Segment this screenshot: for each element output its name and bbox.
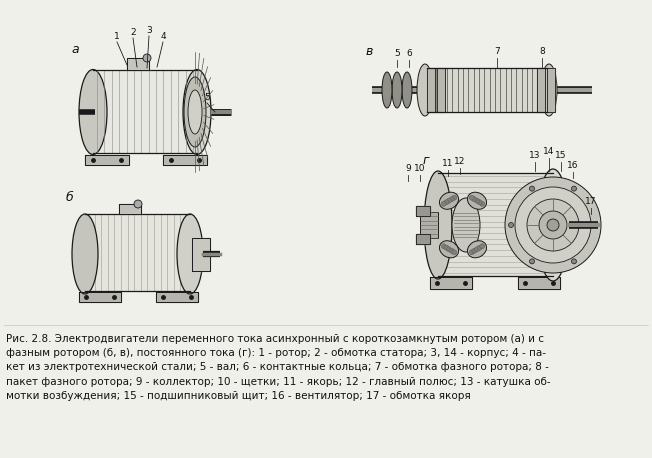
Circle shape (472, 248, 477, 253)
Circle shape (572, 259, 576, 264)
Circle shape (143, 54, 151, 62)
Text: 11: 11 (442, 159, 454, 168)
Polygon shape (430, 277, 472, 289)
Circle shape (475, 198, 479, 203)
Ellipse shape (177, 214, 203, 294)
Ellipse shape (467, 192, 486, 209)
Circle shape (472, 197, 477, 202)
Text: г: г (422, 154, 429, 167)
Text: 5: 5 (204, 93, 210, 102)
Circle shape (547, 219, 559, 231)
Ellipse shape (439, 192, 458, 209)
Text: а: а (71, 43, 79, 56)
Ellipse shape (424, 171, 452, 279)
Circle shape (444, 200, 449, 205)
Circle shape (515, 187, 591, 263)
Text: 14: 14 (543, 147, 555, 156)
Circle shape (529, 186, 535, 191)
Text: 16: 16 (567, 161, 579, 170)
Text: пакет фазного ротора; 9 - коллектор; 10 - щетки; 11 - якорь; 12 - главный полюс;: пакет фазного ротора; 9 - коллектор; 10 … (6, 376, 551, 387)
Ellipse shape (72, 214, 98, 294)
Text: Рис. 2.8. Электродвигатели переменного тока асинхронный с короткозамкнутым ротор: Рис. 2.8. Электродвигатели переменного т… (6, 334, 544, 344)
Ellipse shape (183, 70, 211, 154)
Circle shape (480, 201, 484, 206)
Polygon shape (537, 68, 545, 112)
Circle shape (134, 200, 142, 208)
Text: в: в (365, 45, 373, 58)
Circle shape (452, 195, 456, 200)
Polygon shape (156, 292, 198, 302)
Circle shape (449, 197, 454, 202)
Text: 9: 9 (405, 164, 411, 173)
Ellipse shape (537, 169, 569, 281)
Circle shape (505, 177, 601, 273)
Polygon shape (438, 173, 553, 276)
Text: 15: 15 (556, 151, 567, 160)
Ellipse shape (392, 72, 402, 108)
Polygon shape (127, 58, 149, 70)
Ellipse shape (79, 70, 107, 154)
Text: 1: 1 (114, 32, 120, 41)
Circle shape (593, 223, 597, 228)
Circle shape (449, 248, 454, 253)
Circle shape (447, 198, 451, 203)
Circle shape (480, 244, 484, 249)
Ellipse shape (188, 90, 202, 134)
Text: кет из электротехнической стали; 5 - вал; 6 - контактные кольца; 7 - обмотка фаз: кет из электротехнической стали; 5 - вал… (6, 362, 549, 372)
Text: 12: 12 (454, 157, 466, 166)
Polygon shape (93, 70, 197, 153)
Circle shape (509, 223, 514, 228)
Circle shape (477, 200, 482, 205)
Circle shape (527, 199, 579, 251)
Text: 17: 17 (585, 197, 597, 206)
Polygon shape (163, 155, 207, 165)
Circle shape (572, 186, 576, 191)
FancyBboxPatch shape (420, 212, 438, 238)
Ellipse shape (402, 72, 412, 108)
Ellipse shape (452, 198, 480, 252)
Circle shape (447, 247, 451, 252)
Ellipse shape (382, 72, 392, 108)
Polygon shape (437, 68, 445, 112)
Polygon shape (518, 277, 560, 289)
Circle shape (477, 245, 482, 250)
Polygon shape (85, 214, 190, 291)
Circle shape (529, 259, 535, 264)
Circle shape (469, 195, 474, 200)
Circle shape (469, 250, 474, 255)
Circle shape (441, 201, 447, 206)
Text: 2: 2 (130, 28, 136, 37)
Text: б: б (65, 191, 73, 204)
Ellipse shape (439, 241, 458, 258)
Text: 6: 6 (406, 49, 412, 58)
Polygon shape (427, 68, 435, 112)
Circle shape (441, 244, 447, 249)
Ellipse shape (417, 64, 433, 116)
Ellipse shape (467, 241, 486, 258)
Text: 3: 3 (146, 26, 152, 35)
Polygon shape (416, 206, 430, 216)
Circle shape (475, 247, 479, 252)
Polygon shape (79, 292, 121, 302)
Text: 7: 7 (494, 47, 500, 56)
Text: 10: 10 (414, 164, 426, 173)
Ellipse shape (184, 77, 206, 147)
Polygon shape (427, 68, 547, 112)
Circle shape (539, 211, 567, 239)
Polygon shape (416, 234, 430, 244)
Text: фазным ротором (б, в), постоянного тока (г): 1 - ротор; 2 - обмотка статора; 3, : фазным ротором (б, в), постоянного тока … (6, 348, 546, 358)
Circle shape (452, 250, 456, 255)
Text: 4: 4 (160, 32, 166, 41)
Ellipse shape (541, 64, 557, 116)
Polygon shape (192, 238, 210, 271)
Circle shape (444, 245, 449, 250)
Text: 5: 5 (394, 49, 400, 58)
Polygon shape (85, 155, 129, 165)
Polygon shape (547, 68, 555, 112)
Text: мотки возбуждения; 15 - подшипниковый щит; 16 - вентилятор; 17 - обмотка якоря: мотки возбуждения; 15 - подшипниковый щи… (6, 391, 471, 401)
Polygon shape (119, 204, 141, 214)
Text: 8: 8 (539, 47, 545, 56)
Text: 13: 13 (529, 151, 541, 160)
